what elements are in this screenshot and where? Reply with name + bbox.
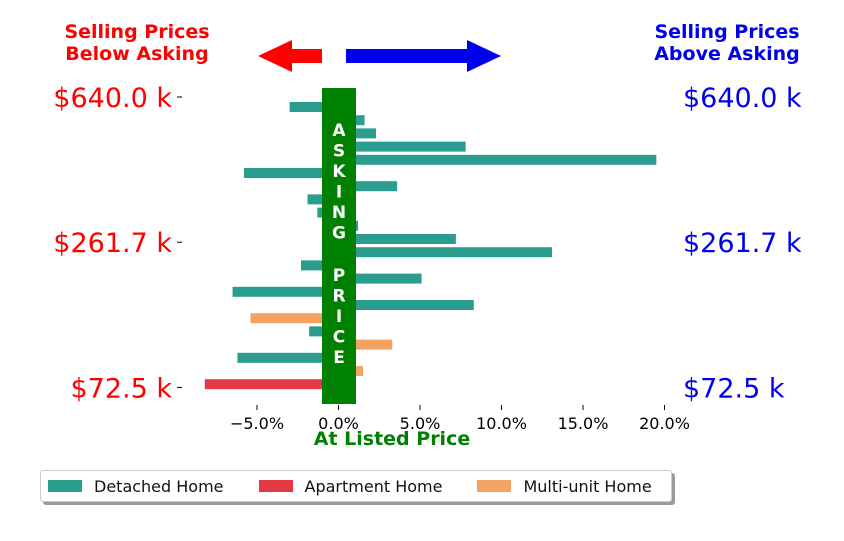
- bar-16: [250, 313, 339, 324]
- legend-item-0: Detached Home: [41, 477, 224, 496]
- bar-5: [243, 168, 339, 178]
- x-tick-label-4: 15.0%: [558, 414, 609, 433]
- bar-21: [204, 379, 339, 390]
- left-arrow-icon: [258, 40, 322, 72]
- x-tick-label-3: 10.0%: [476, 414, 527, 433]
- bar-18: [338, 339, 393, 350]
- bar-10: [338, 234, 456, 244]
- x-tick-label-0: −5.0%: [230, 414, 284, 433]
- bar-14: [232, 286, 339, 297]
- above-asking-line2: Above Asking: [654, 43, 800, 65]
- legend-item-2: Multi-unit Home: [470, 476, 652, 496]
- x-tick-label-5: 20.0%: [639, 414, 690, 433]
- y-tick-label-left-2: $72.5 k: [70, 373, 172, 404]
- above-asking-line1: Selling Prices: [654, 21, 800, 43]
- y-tick-label-left-0: $640.0 k: [53, 83, 172, 114]
- below-asking-header: Selling Prices Below Asking: [52, 21, 222, 65]
- legend-swatch-1: [258, 480, 293, 492]
- x-tick-label-1: 0.0%: [318, 414, 359, 433]
- band-letter-11: E: [333, 348, 345, 368]
- above-asking-header: Selling Prices Above Asking: [642, 21, 812, 65]
- y-tick-label-right-2: $72.5 k: [683, 373, 785, 404]
- legend-label-0: Detached Home: [94, 476, 224, 496]
- bar-6: [338, 181, 398, 192]
- band-letter-7: P: [333, 266, 345, 286]
- band-letter-4: N: [332, 203, 346, 223]
- asking-price-band: [322, 88, 356, 404]
- y-tick-label-right-0: $640.0 k: [683, 83, 802, 114]
- bar-2: [338, 128, 376, 139]
- band-letter-1: S: [333, 142, 345, 162]
- bar-group: [204, 102, 657, 390]
- bar-12: [301, 260, 339, 271]
- bar-19: [237, 352, 339, 363]
- x-axis-label: At Listed Price: [314, 428, 470, 450]
- band-letter-10: C: [333, 328, 345, 348]
- bar-11: [338, 247, 553, 258]
- band-letter-9: I: [336, 307, 342, 327]
- band-letter-0: A: [332, 121, 346, 141]
- legend-label-1: Apartment Home: [304, 476, 443, 496]
- bar-15: [338, 300, 474, 310]
- left-y-axis: $640.0 k $261.7 k $72.5 k: [53, 83, 182, 404]
- band-letter-2: K: [332, 162, 346, 182]
- band-letter-3: I: [336, 183, 342, 203]
- below-asking-line1: Selling Prices: [64, 21, 210, 43]
- right-arrow-icon: [346, 40, 501, 72]
- legend-item-1: Apartment Home: [252, 476, 443, 496]
- bar-0: [289, 102, 339, 112]
- bar-4: [338, 154, 657, 165]
- right-y-axis: $640.0 k $261.7 k $72.5 k: [683, 83, 802, 404]
- band-letter-8: R: [332, 287, 345, 307]
- legend-swatch-0: [48, 480, 82, 492]
- x-axis: −5.0% 0.0% 5.0% 10.0% 15.0% 20.0%: [230, 405, 690, 433]
- bar-13: [338, 273, 422, 284]
- band-letter-5: G: [332, 224, 346, 244]
- bar-3: [338, 141, 466, 152]
- y-tick-label-right-1: $261.7 k: [683, 228, 802, 259]
- x-tick-label-2: 5.0%: [400, 414, 441, 433]
- below-asking-line2: Below Asking: [65, 43, 209, 65]
- legend-label-2: Multi-unit Home: [523, 476, 652, 496]
- y-tick-label-left-1: $261.7 k: [53, 228, 172, 259]
- legend-swatch-2: [477, 480, 512, 492]
- legend: Detached Home Apartment Home Multi-unit Ho…: [40, 470, 672, 502]
